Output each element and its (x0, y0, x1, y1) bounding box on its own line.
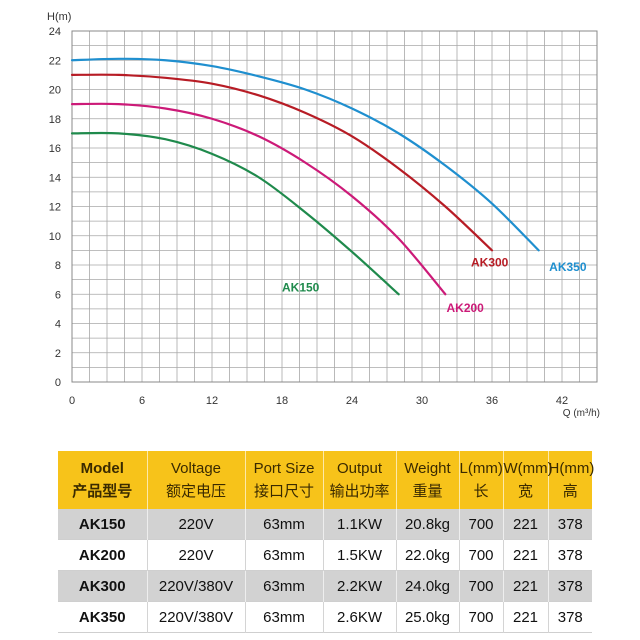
table-cell: 221 (503, 539, 549, 571)
y-tick-label: 6 (55, 289, 61, 301)
table-cell: 2.2KW (323, 570, 397, 602)
table-cell: 63mm (245, 601, 324, 633)
table-header-row: Model 产品型号 Voltage 额定电压 Port Size 接口尺寸 Output 输… (58, 451, 595, 509)
y-tick-label: 20 (49, 85, 61, 97)
x-tick-label: 24 (346, 395, 358, 407)
table-cell: 25.0kg (396, 601, 460, 633)
table-header-cell: Model 产品型号 (58, 451, 148, 509)
series-label-ak200: AK200 (447, 301, 485, 315)
header-label-en: Voltage (170, 460, 222, 477)
table-cell: 700 (459, 570, 504, 602)
table-cell: 22.0kg (396, 539, 460, 571)
series-label-ak350: AK350 (549, 260, 587, 274)
table-cell: 378 (548, 509, 592, 540)
table-cell: 1.5KW (323, 539, 397, 571)
table-cell: 700 (459, 509, 504, 540)
table-cell: 378 (557, 546, 583, 564)
header-label-zh: 高 (562, 483, 578, 500)
y-tick-label: 18 (49, 114, 61, 126)
y-tick-label: 12 (49, 202, 61, 214)
header-label-zh: 宽 (517, 483, 533, 500)
pump-curve-chart: 0 6 12 18 24 30 36 42024681012141618202224H(m)Q… (47, 11, 600, 419)
table-header-cell: Port Size 接口尺寸 (245, 451, 324, 509)
plot-frame (71, 30, 598, 383)
x-tick-label: 42 (556, 395, 568, 407)
header-label-en: H(mm) (548, 460, 595, 477)
table-header-cell: W(mm) 宽 (503, 451, 553, 509)
table-row: AK300 220V/380V 63mm 2.2KW 24.0kg 700 221 378 (58, 570, 592, 602)
series-label-ak150: AK150 (282, 280, 320, 294)
table-cell: 378 (557, 608, 583, 626)
table-row: AK150 220V 63mm 1.1KW 20.8kg 700 221 378 (58, 509, 592, 540)
y-axis-label: H(m) (47, 11, 71, 23)
header-label-en: Weight (404, 460, 451, 477)
table-header-cell: Weight 重量 (396, 451, 460, 509)
table-cell: 220V/380V (147, 601, 246, 633)
table-cell: 221 (503, 570, 549, 602)
series-line-ak300 (70, 73, 494, 252)
y-tick-label: 10 (49, 231, 61, 243)
table-cell: 220V (147, 539, 246, 571)
table-row: AK350 220V/380V 63mm 2.6KW 25.0kg 700 221 378 (58, 601, 592, 633)
table-cell: 700 (459, 539, 504, 571)
y-tick-label: 22 (49, 55, 61, 67)
table-cell: 63mm (245, 539, 324, 571)
x-tick-label: 12 (206, 395, 218, 407)
table-cell: 20.8kg (396, 509, 460, 540)
x-tick-label: 36 (486, 395, 498, 407)
table-cell: 700 (459, 601, 504, 633)
table-header-cell: Output 输出功率 (323, 451, 397, 509)
y-tick-label: 24 (49, 26, 61, 38)
y-tick-label: 14 (49, 172, 61, 184)
table-cell: 220V/380V (147, 570, 246, 602)
header-label-zh: 长 (473, 483, 489, 500)
series-line-ak200 (70, 102, 447, 296)
table-cell: 378 (548, 570, 592, 602)
y-tick-label: 8 (55, 260, 61, 272)
table-cell: 63mm (245, 509, 324, 540)
model-cell: AK200 (58, 539, 148, 571)
header-label-zh: 输出功率 (329, 483, 390, 500)
x-tick-label: 18 (276, 395, 288, 407)
series-line-ak150 (70, 131, 400, 296)
model-cell: AK150 (58, 509, 148, 540)
table-header-cell: Voltage 额定电压 (147, 451, 246, 509)
y-tick-label: 4 (55, 319, 61, 331)
spec-table: Model 产品型号 Voltage 额定电压 Port Size 接口尺寸 Output 输… (58, 451, 595, 633)
header-label-en: Output (336, 460, 383, 477)
table-cell: 24.0kg (396, 570, 460, 602)
model-cell: AK300 (58, 570, 148, 602)
header-label-zh: 产品型号 (72, 483, 133, 500)
table-header-cell: H(mm) 高 (548, 451, 595, 509)
y-tick-label: 16 (49, 143, 61, 155)
table-cell: 221 (503, 601, 549, 633)
header-label-en: L(mm) (459, 460, 503, 477)
table-cell: 221 (503, 509, 549, 540)
x-tick-label: 6 (139, 395, 145, 407)
header-label-zh: 重量 (412, 483, 443, 500)
table-row: AK200 220V 63mm 1.5KW 22.0kg 700 221 378 (58, 539, 592, 571)
header-label-en: Port Size (253, 460, 315, 477)
x-tick-label: 30 (416, 395, 428, 407)
series-line-ak350 (70, 57, 540, 252)
table-cell: 63mm (245, 570, 324, 602)
series-label-ak300: AK300 (471, 255, 509, 269)
x-axis-label: Q (m³/h) (563, 408, 600, 419)
chart-labels: AK150 AK200 AK300 AK350 (282, 255, 587, 314)
table-header-cell: L(mm) 长 (459, 451, 504, 509)
model-cell: AK350 (58, 601, 148, 633)
header-label-zh: 额定电压 (165, 483, 226, 500)
x-tick-label: 0 (69, 395, 75, 407)
chart-series (70, 57, 540, 296)
chart-grid (71, 30, 598, 383)
header-label-en: W(mm) (503, 460, 553, 477)
header-label-en: Model (80, 460, 124, 477)
chart-axes: 0 6 12 18 24 30 36 42024681012141618202224H(m)Q… (47, 11, 600, 419)
table-cell: 220V (147, 509, 246, 540)
table-cell: 1.1KW (323, 509, 397, 540)
table-cell: 2.6KW (323, 601, 397, 633)
header-label-zh: 接口尺寸 (253, 483, 314, 500)
y-tick-label: 2 (55, 348, 61, 360)
y-tick-label: 0 (55, 377, 61, 389)
